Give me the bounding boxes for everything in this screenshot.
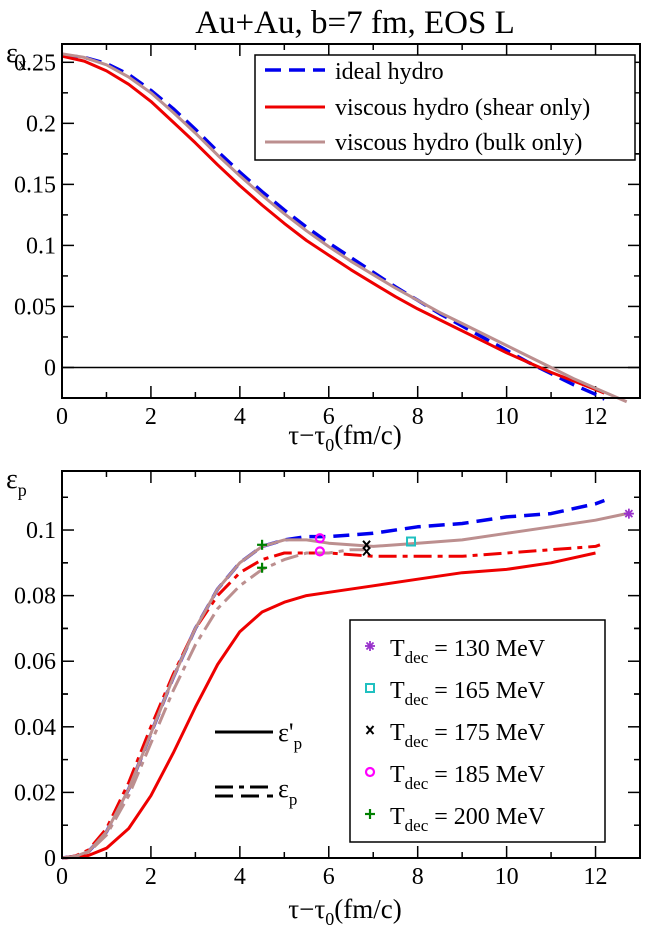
- marker-legend-symbol-plus: [365, 809, 375, 819]
- bottom-x-tick-label: 2: [145, 864, 157, 890]
- top-y-axis-label: εx: [6, 38, 27, 74]
- top-curves: [61, 52, 640, 404]
- top-y-label-main: ε: [6, 38, 18, 69]
- top-x-tick-label: 12: [584, 404, 608, 430]
- top-chart-title: Au+Au, b=7 fm, EOS L: [195, 5, 515, 41]
- style-legend-dash-label: εp: [278, 774, 297, 809]
- top-panel: Au+Au, b=7 fm, EOS L εx 0 2 4 6 8 10 12 0 0.05 0.…: [6, 5, 641, 455]
- marker-circle-4: [314, 533, 325, 544]
- marker-legend-label-1: Tdec = 165 MeV: [390, 678, 546, 709]
- top-x-tick-label: 6: [323, 404, 335, 430]
- marker-circle-5: [314, 546, 325, 557]
- marker-plus-7: [257, 562, 268, 573]
- marker-legend-label-0: Tdec = 130 MeV: [390, 636, 546, 667]
- top-y-tick-label: 0.1: [26, 233, 56, 259]
- bottom-y-tick-label: 0.04: [14, 715, 56, 741]
- bottom-series-4: [61, 548, 365, 860]
- top-y-tick-label: 0.05: [14, 294, 56, 320]
- marker-legend-label-2: Tdec = 175 MeV: [390, 720, 546, 751]
- top-plot-frame: [61, 43, 641, 399]
- top-y-tick-label: 0.2: [26, 111, 56, 137]
- bottom-x-tick-label: 12: [584, 864, 608, 890]
- marker-legend-symbol-circle: [364, 766, 376, 778]
- bottom-x-tick-label: 0: [56, 864, 68, 890]
- top-ticks: 0 2 4 6 8 10 12 0 0.05 0.1 0.15 0.2 0.25: [14, 44, 640, 430]
- marker-asterisk-0: [623, 508, 634, 519]
- marker-square-1: [406, 536, 417, 547]
- bottom-plot-frame: [61, 470, 641, 859]
- top-y-label-sub: x: [18, 54, 27, 74]
- top-x-tick-label: 8: [412, 404, 424, 430]
- top-x-tick-label: 10: [495, 404, 519, 430]
- marker-legend-label-3: Tdec = 185 MeV: [390, 762, 546, 793]
- bottom-series-2: [61, 543, 601, 860]
- bottom-y-tick-label: 0.08: [14, 584, 56, 610]
- top-series-2: [61, 52, 628, 404]
- bottom-y-tick-label: 0.1: [26, 518, 56, 544]
- legend-label-shear-only: viscous hydro (shear only): [335, 95, 590, 121]
- marker-legend-label-4: Tdec = 200 MeV: [390, 804, 546, 835]
- bottom-ticks: 0 2 4 6 8 10 12 0 0.02 0.04 0.06 0.08 0.1: [14, 471, 640, 890]
- top-y-tick-label: 0: [44, 355, 56, 381]
- top-x-tick-label: 4: [234, 404, 246, 430]
- marker-legend-symbol-x: [365, 725, 375, 735]
- top-legend: ideal hydro viscous hydro (shear only) v…: [254, 54, 636, 161]
- bottom-y-tick-label: 0.02: [14, 780, 56, 806]
- bottom-series-1: [61, 551, 596, 860]
- marker-legend-symbol-asterisk: [365, 641, 375, 651]
- marker-plus-6: [257, 539, 268, 550]
- top-x-tick-label: 0: [56, 404, 68, 430]
- bottom-x-tick-label: 8: [412, 864, 424, 890]
- top-x-axis-label: τ−τ0(fm/c): [288, 420, 401, 455]
- top-series-1: [61, 54, 605, 395]
- bottom-y-label-main: ε: [6, 464, 18, 495]
- marker-legend-symbol-square: [365, 683, 375, 693]
- marker-legend-box: [349, 619, 606, 843]
- legend-label-ideal-hydro: ideal hydro: [335, 59, 444, 85]
- bottom-x-tick-label: 6: [323, 864, 335, 890]
- top-y-tick-label: 0.25: [14, 50, 56, 76]
- bottom-markers: [257, 508, 634, 573]
- bottom-x-tick-label: 10: [495, 864, 519, 890]
- marker-x-3: [362, 546, 371, 557]
- style-legend-solid-label: ε'p: [278, 718, 302, 753]
- marker-legend: Tdec = 130 MeV Tdec = 165 MeV Tdec = 175 M…: [349, 619, 606, 843]
- top-x-tick-label: 2: [145, 404, 157, 430]
- bottom-y-tick-label: 0.06: [14, 649, 56, 675]
- line-style-legend: ε'p εp: [215, 718, 302, 809]
- bottom-x-axis-label: τ−τ0(fm/c): [288, 894, 401, 929]
- bottom-x-tick-label: 4: [234, 864, 246, 890]
- legend-label-bulk-only: viscous hydro (bulk only): [335, 130, 582, 156]
- top-y-tick-label: 0.15: [14, 172, 56, 198]
- bottom-y-tick-label: 0: [44, 846, 56, 872]
- bottom-series-0: [61, 498, 606, 860]
- bottom-y-label-sub: p: [18, 480, 27, 500]
- bottom-y-axis-label: εp: [6, 464, 27, 500]
